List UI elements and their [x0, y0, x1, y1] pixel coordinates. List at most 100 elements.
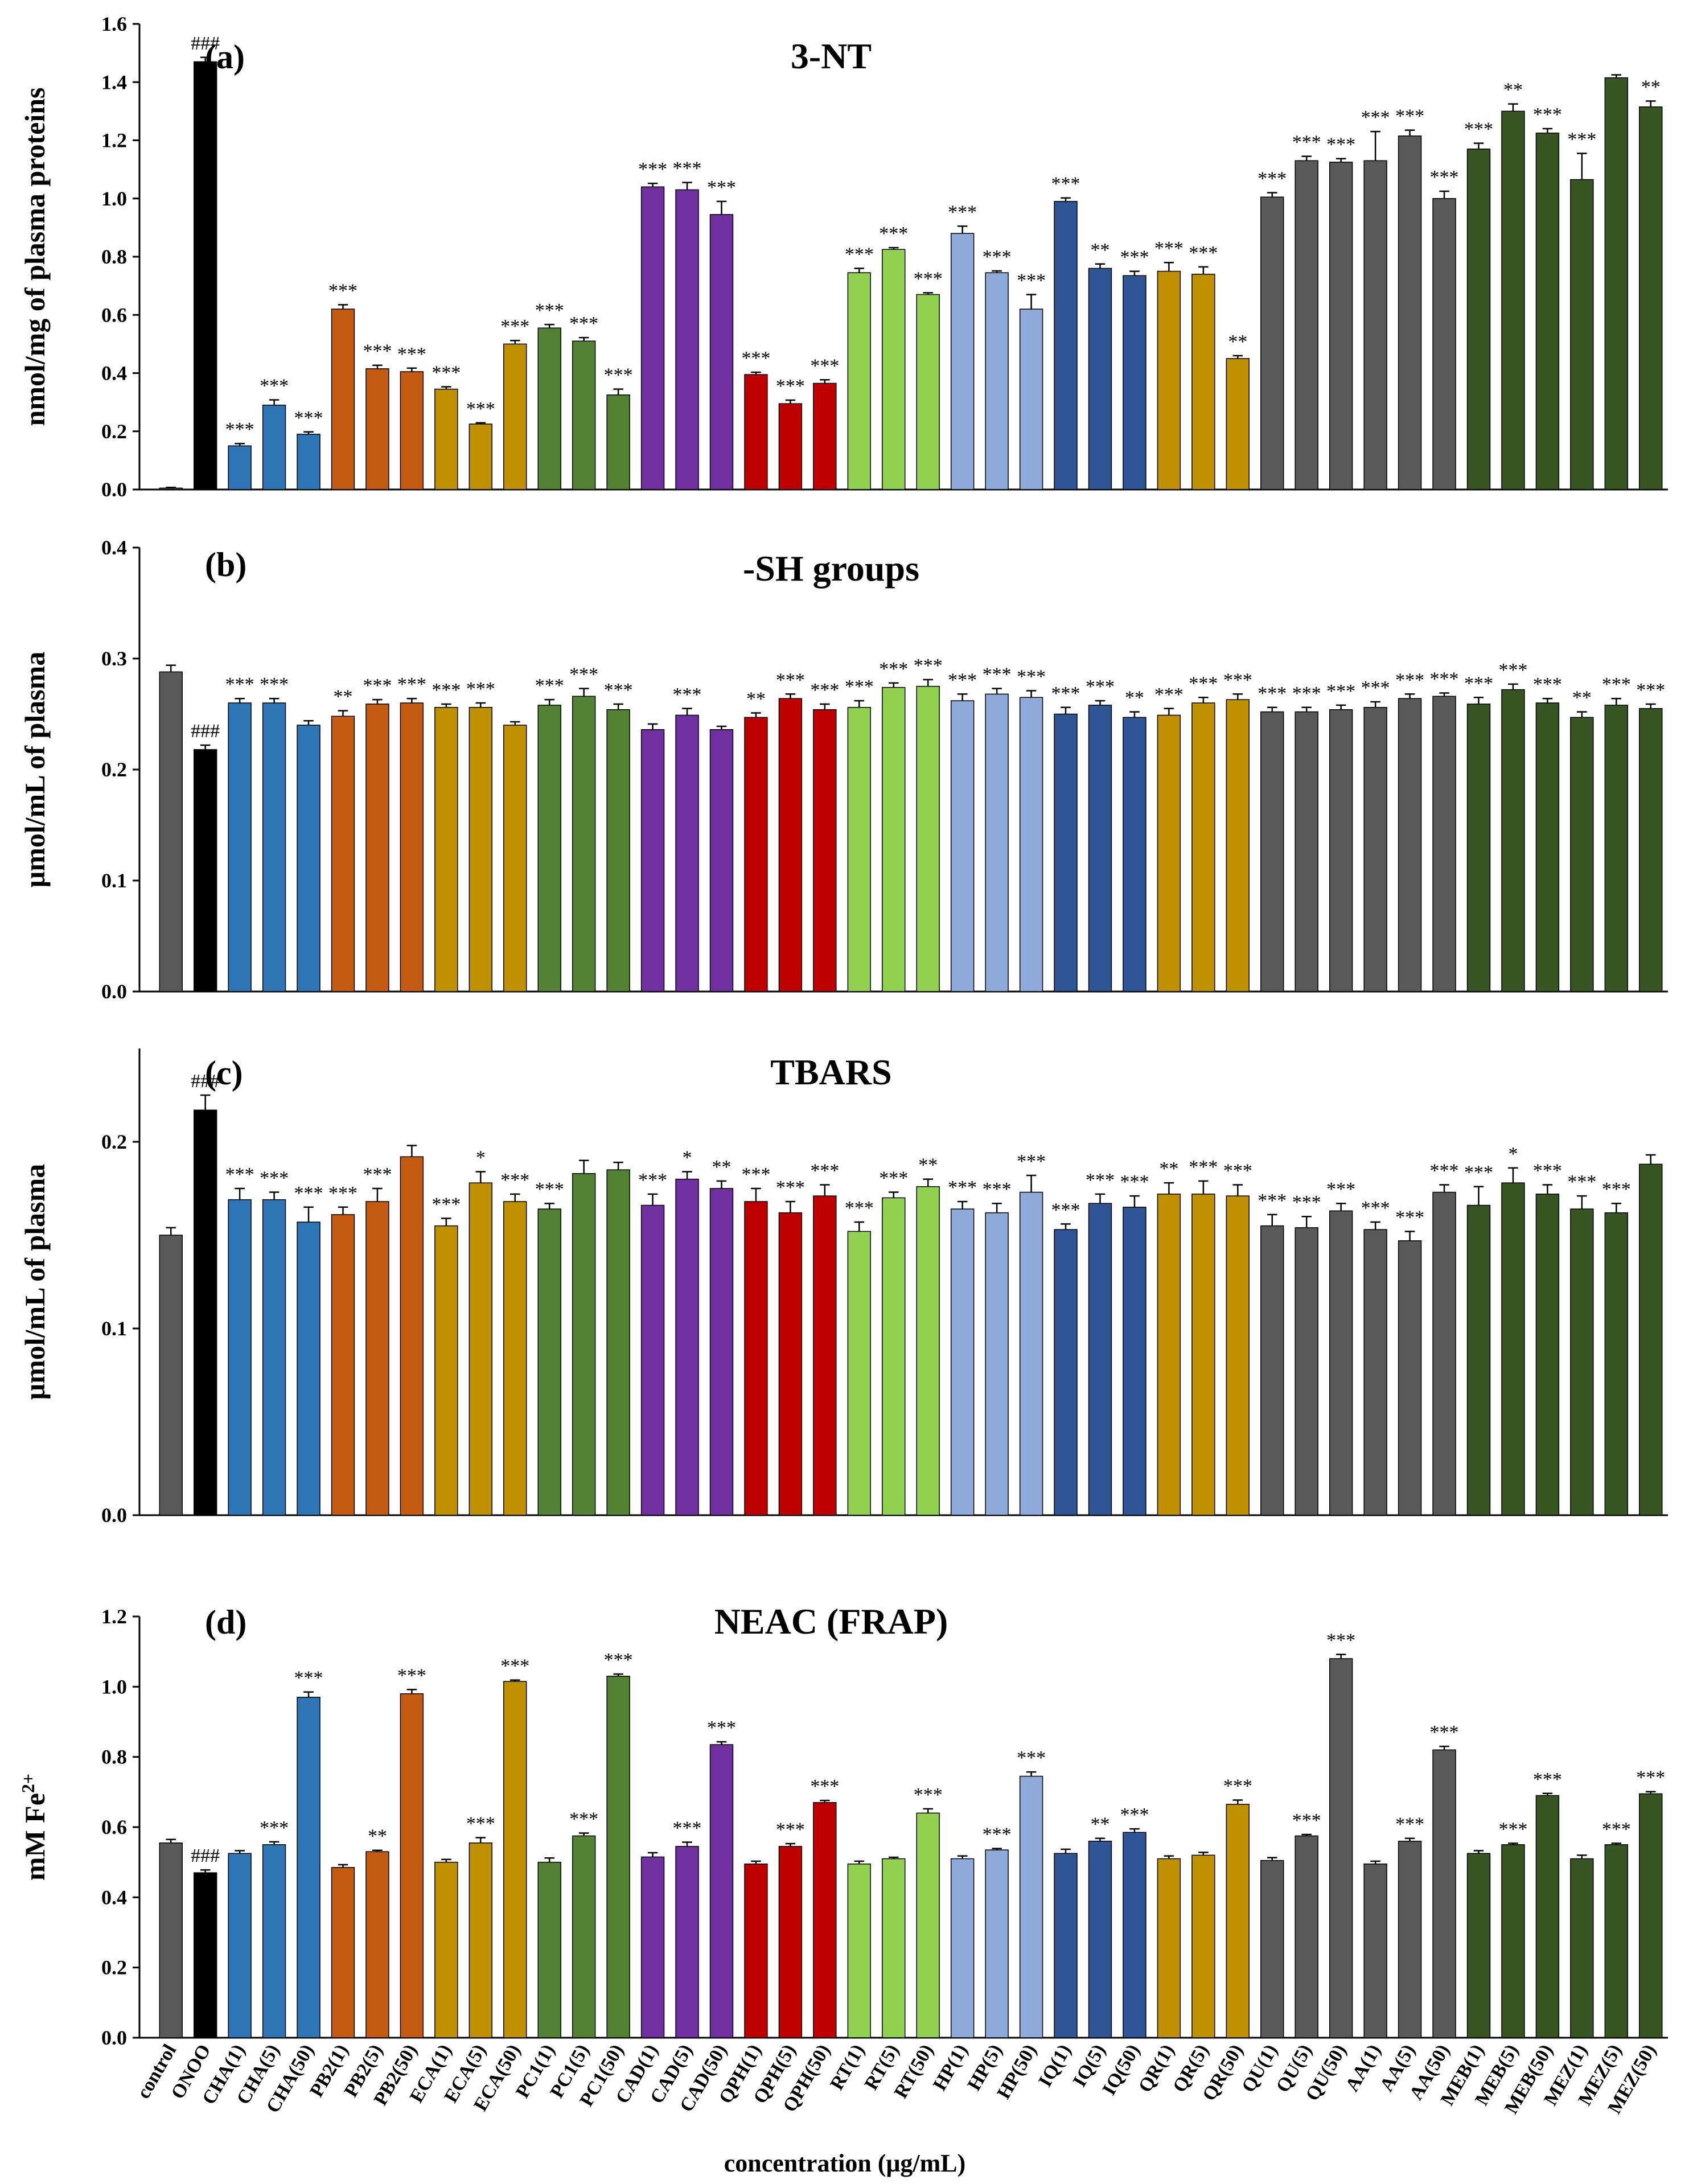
bar-CAD(1)	[640, 1204, 665, 1516]
bar-RT(50)	[916, 686, 940, 992]
significance-label: ***	[1120, 247, 1149, 268]
panel-label: (d)	[205, 1603, 246, 1641]
significance-label: ***	[1017, 270, 1046, 291]
significance-label: ***	[1567, 1171, 1596, 1192]
bar-control	[159, 671, 183, 992]
panel-label: (c)	[205, 1054, 243, 1092]
significance-label: ***	[1086, 676, 1115, 697]
bar-PB2(5)	[365, 1201, 389, 1516]
bar-CHA(50)	[297, 1697, 320, 2038]
bar-HP(5)	[985, 1849, 1009, 2038]
y-tick-label: 0.4	[101, 362, 127, 385]
bar-IQ(5)	[1088, 1203, 1112, 1516]
bar-ECA(5)	[469, 1842, 493, 2038]
y-tick-label: 0.0	[101, 1504, 127, 1527]
y-tick-label: 0.1	[101, 1317, 127, 1340]
x-axis-label: concentration (μg/mL)	[724, 2149, 966, 2177]
significance-label: ***	[1189, 1157, 1218, 1178]
bar-ECA(50)	[503, 343, 527, 490]
bar-HP(50)	[1019, 1775, 1043, 2038]
significance-label: ***	[673, 158, 702, 179]
y-axis-label: nmol/mg of plasma proteins	[19, 88, 51, 426]
significance-label: ***	[1051, 174, 1080, 195]
bar-MEB(50)	[1535, 702, 1560, 992]
bar-HP(5)	[985, 272, 1009, 490]
significance-label: ***	[1051, 683, 1080, 704]
significance-label: ***	[1533, 674, 1562, 695]
significance-label: ***	[1086, 1170, 1115, 1191]
bar-RT(50)	[916, 294, 940, 490]
y-tick-label: 0.4	[101, 536, 127, 559]
significance-label: **	[712, 1157, 732, 1178]
bar-CAD(1)	[640, 186, 665, 490]
significance-label: ***	[363, 1164, 392, 1185]
significance-label: ***	[328, 1183, 357, 1204]
significance-label: ***	[1326, 134, 1355, 155]
significance-label: ***	[776, 376, 805, 397]
bar-QR(50)	[1226, 358, 1250, 490]
significance-label: ***	[673, 684, 702, 705]
bar-QPH(50)	[813, 1802, 837, 2038]
bar-IQ(5)	[1088, 1840, 1112, 2038]
significance-label: ***	[363, 341, 392, 362]
significance-label: ***	[1292, 1810, 1321, 1831]
bar-RT(1)	[847, 1864, 872, 2038]
category-label: HP(1)	[929, 2041, 972, 2095]
bar-PB2(50)	[400, 1156, 424, 1516]
bar-QPH(50)	[813, 1195, 837, 1516]
bar-CAD(5)	[675, 714, 699, 992]
y-tick-label: 0.2	[101, 1956, 127, 1979]
bar-AA(1)	[1363, 160, 1387, 490]
bar-IQ(1)	[1054, 1229, 1078, 1516]
significance-label: ***	[845, 1198, 874, 1219]
significance-label: ***	[1017, 1747, 1046, 1768]
bar-MEB(1)	[1466, 1204, 1491, 1516]
significance-label: ***	[1636, 1767, 1665, 1788]
significance-label: ***	[707, 1717, 736, 1738]
category-label: IQ(1)	[1034, 2041, 1075, 2091]
bar-QU(50)	[1329, 162, 1353, 490]
significance-label: **	[1228, 331, 1247, 352]
significance-label: ***	[914, 1784, 943, 1805]
bar-RT(1)	[847, 272, 872, 490]
bar-PC1(5)	[572, 1835, 596, 2038]
chart-panel-4: 0.0 0.2 0.4 0.6 0.8 1.0 1.2 mM Fe2+ NEAC (FRAP) (…	[18, 1601, 1668, 2049]
significance-label: ***	[1602, 1179, 1631, 1200]
bar-MEZ(1)	[1570, 1208, 1594, 1516]
significance-label: ***	[983, 1824, 1012, 1845]
bar-QPH(1)	[744, 1201, 768, 1516]
bar-IQ(1)	[1054, 1853, 1078, 2038]
bar-QU(50)	[1329, 1210, 1353, 1516]
significance-label: ***	[1533, 1769, 1562, 1790]
bar-MEB(50)	[1535, 1194, 1560, 1516]
significance-label: ***	[673, 1818, 702, 1839]
significance-label: ***	[1395, 106, 1424, 127]
significance-label: ***	[1361, 677, 1390, 698]
significance-label: ***	[1464, 119, 1493, 140]
significance-label: ***	[1257, 168, 1287, 190]
bar-RT(5)	[882, 1858, 906, 2038]
bar-CHA(5)	[262, 1199, 286, 1516]
bar-IQ(50)	[1123, 1207, 1146, 1516]
significance-label: ***	[948, 1177, 977, 1198]
category-label: AA(1)	[1342, 2041, 1385, 2095]
bar-CAD(50)	[709, 1744, 734, 2038]
significance-label: ***	[879, 1168, 908, 1189]
bar-MEB(1)	[1466, 1853, 1491, 2038]
bar-RT(1)	[847, 707, 872, 992]
significance-label: **	[746, 689, 766, 710]
y-tick-label: 0.6	[101, 303, 127, 326]
bar-IQ(50)	[1123, 1832, 1146, 2038]
bar-QPH(1)	[744, 717, 768, 992]
significance-label: ***	[569, 1808, 598, 1829]
bar-PC1(1)	[537, 327, 561, 490]
bar-QR(1)	[1157, 714, 1181, 992]
significance-label: ***	[1189, 242, 1218, 264]
bar-MEB(1)	[1466, 149, 1491, 490]
significance-label: ***	[810, 680, 839, 701]
significance-label: ***	[1120, 1804, 1149, 1825]
bar-MEB(5)	[1501, 689, 1525, 992]
panels: 0.0 0.2 0.4 0.6 0.8 1.0 1.2 1.4 1.6 nmol/mg of pl…	[18, 13, 1668, 2049]
bar-QR(50)	[1226, 1195, 1250, 1516]
